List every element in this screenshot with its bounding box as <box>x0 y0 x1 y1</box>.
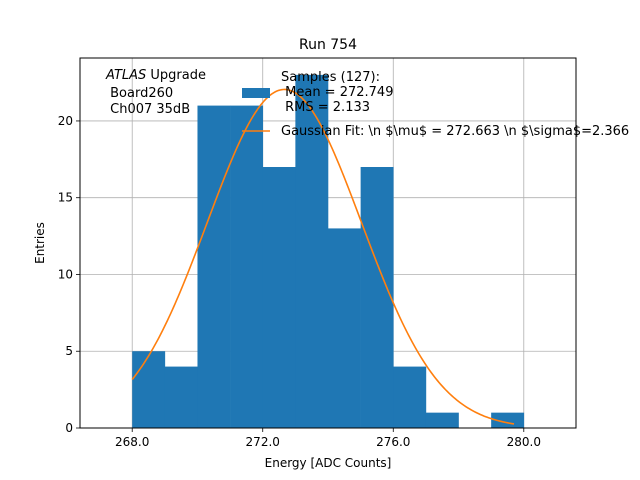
chart-title: Run 754 <box>299 37 357 53</box>
histogram-bar-8 <box>393 366 427 428</box>
legend-samples-label: Samples (127): Mean = 272.749 RMS = 2.13… <box>281 70 393 115</box>
annotation-experiment: ATLAS <box>105 68 146 83</box>
y-axis-ticks: 0 5 10 15 20 <box>58 114 80 435</box>
legend-samples-line-0: Samples (127): <box>281 70 380 85</box>
histogram-bar-2 <box>197 105 231 429</box>
legend-samples-swatch <box>242 88 270 98</box>
y-tick-label-2: 10 <box>58 267 73 281</box>
axes-frame <box>79 57 577 429</box>
svg-text:ATLAS Upgrade: ATLAS Upgrade <box>105 68 206 83</box>
y-tick-label-0: 0 <box>65 421 73 435</box>
x-tick-label-1: 272.0 <box>246 435 280 449</box>
y-tick-label-1: 5 <box>65 344 73 358</box>
histogram-bar-0 <box>132 351 166 428</box>
x-tick-label-0: 268.0 <box>115 435 149 449</box>
x-axis-ticks: 268.0 272.0 276.0 280.0 <box>115 428 541 449</box>
legend-fit-label: Gaussian Fit: \n $\mu$ = 272.663 \n $\si… <box>281 124 629 139</box>
y-tick-label-4: 20 <box>58 114 73 128</box>
histogram-bar-7 <box>360 167 394 428</box>
histogram-bar-9 <box>425 412 459 428</box>
x-axis-label: Energy [ADC Counts] <box>265 456 392 470</box>
histogram-bar-5 <box>295 74 329 428</box>
annotation-board: Board260 <box>106 86 173 101</box>
annotation-channel: Ch007 35dB <box>106 102 190 117</box>
histogram-bar-4 <box>262 167 296 428</box>
gaussian-fit-curve <box>131 88 515 425</box>
x-tick-label-2: 276.0 <box>376 435 410 449</box>
histogram-bar-3 <box>230 105 264 429</box>
legend-samples-line-1: Mean = 272.749 <box>281 85 393 100</box>
annotation-suffix: Upgrade <box>146 68 206 83</box>
histogram-bar-6 <box>328 228 361 428</box>
plot-frame <box>79 57 577 429</box>
histogram-bar-11 <box>491 412 525 428</box>
histogram-bars <box>132 74 525 429</box>
atlas-annotation: ATLAS Upgrade Board260 Ch007 35dB <box>105 68 206 117</box>
y-tick-label-3: 15 <box>58 191 73 205</box>
histogram-bar-1 <box>164 366 198 428</box>
y-axis-label: Entries <box>33 222 47 264</box>
x-tick-label-3: 280.0 <box>507 435 541 449</box>
legend-samples-line-2: RMS = 2.133 <box>281 100 370 115</box>
legend: Samples (127): Mean = 272.749 RMS = 2.13… <box>242 70 629 139</box>
